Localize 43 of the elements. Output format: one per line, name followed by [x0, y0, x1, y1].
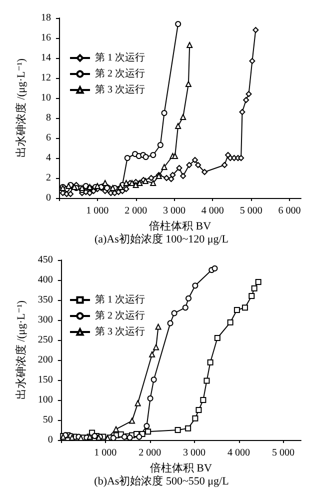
x-tick-label: 5 000	[240, 206, 262, 216]
y-tick-label: 400	[38, 274, 53, 286]
y-tick-label: 14	[41, 52, 51, 64]
y-tick-label: 8	[46, 112, 51, 124]
y-tick-label: 0	[48, 434, 53, 446]
text: (b)As初始浓度 500~550 μg/L	[94, 474, 230, 488]
y-tick-label: 250	[38, 334, 53, 346]
x-axis-title: 倍柱体积 BV	[150, 461, 212, 474]
y-tick-label: 4	[46, 152, 51, 164]
x-tick-label: 2 000	[138, 448, 162, 458]
y-tick-label: 150	[38, 374, 53, 386]
x-tick-label: 4 000	[228, 448, 250, 458]
y-tick-label: 12	[41, 72, 51, 84]
y-tick-label: 16	[41, 32, 51, 44]
y-tick-label: 18	[41, 12, 51, 24]
x-axis-title: 倍柱体积 BV	[148, 219, 212, 232]
y-tick-label: 100	[38, 394, 53, 406]
text: (a)As初始浓度 100~120 μg/L	[94, 232, 229, 246]
x-tick-label: 1 000	[86, 206, 109, 216]
x-tick-label: 2 000	[124, 206, 148, 216]
y-tick-label: 350	[38, 294, 53, 306]
legend-label: 第 1 次运行	[95, 294, 145, 306]
y-tick-label: 200	[38, 354, 53, 366]
x-tick-label: 3 000	[162, 206, 186, 216]
legend-label: 第 1 次运行	[95, 52, 145, 64]
y-tick-label: 2	[46, 172, 51, 184]
legend-label: 第 2 次运行	[95, 68, 145, 80]
y-axis-title: 出水砷浓度 /(μg·L⁻¹)	[14, 58, 28, 158]
x-tick-label: 1 000	[94, 448, 117, 458]
x-tick-label: 5 000	[272, 448, 294, 458]
y-axis-title: 出水砷浓度 /(μg·L⁻¹)	[14, 300, 28, 400]
y-tick-label: 300	[38, 314, 53, 326]
y-tick-label: 450	[38, 254, 53, 266]
x-tick-label: 6 000	[278, 206, 301, 216]
y-tick-label: 0	[46, 192, 51, 204]
legend-label: 第 3 次运行	[95, 84, 145, 96]
y-tick-label: 50	[42, 414, 53, 426]
y-tick-label: 6	[46, 132, 51, 144]
y-tick-label: 10	[41, 92, 51, 104]
legend-label: 第 3 次运行	[95, 326, 145, 338]
x-tick-label: 4 000	[201, 206, 224, 216]
legend-label: 第 2 次运行	[95, 310, 145, 322]
x-tick-label: 3 000	[183, 448, 206, 458]
